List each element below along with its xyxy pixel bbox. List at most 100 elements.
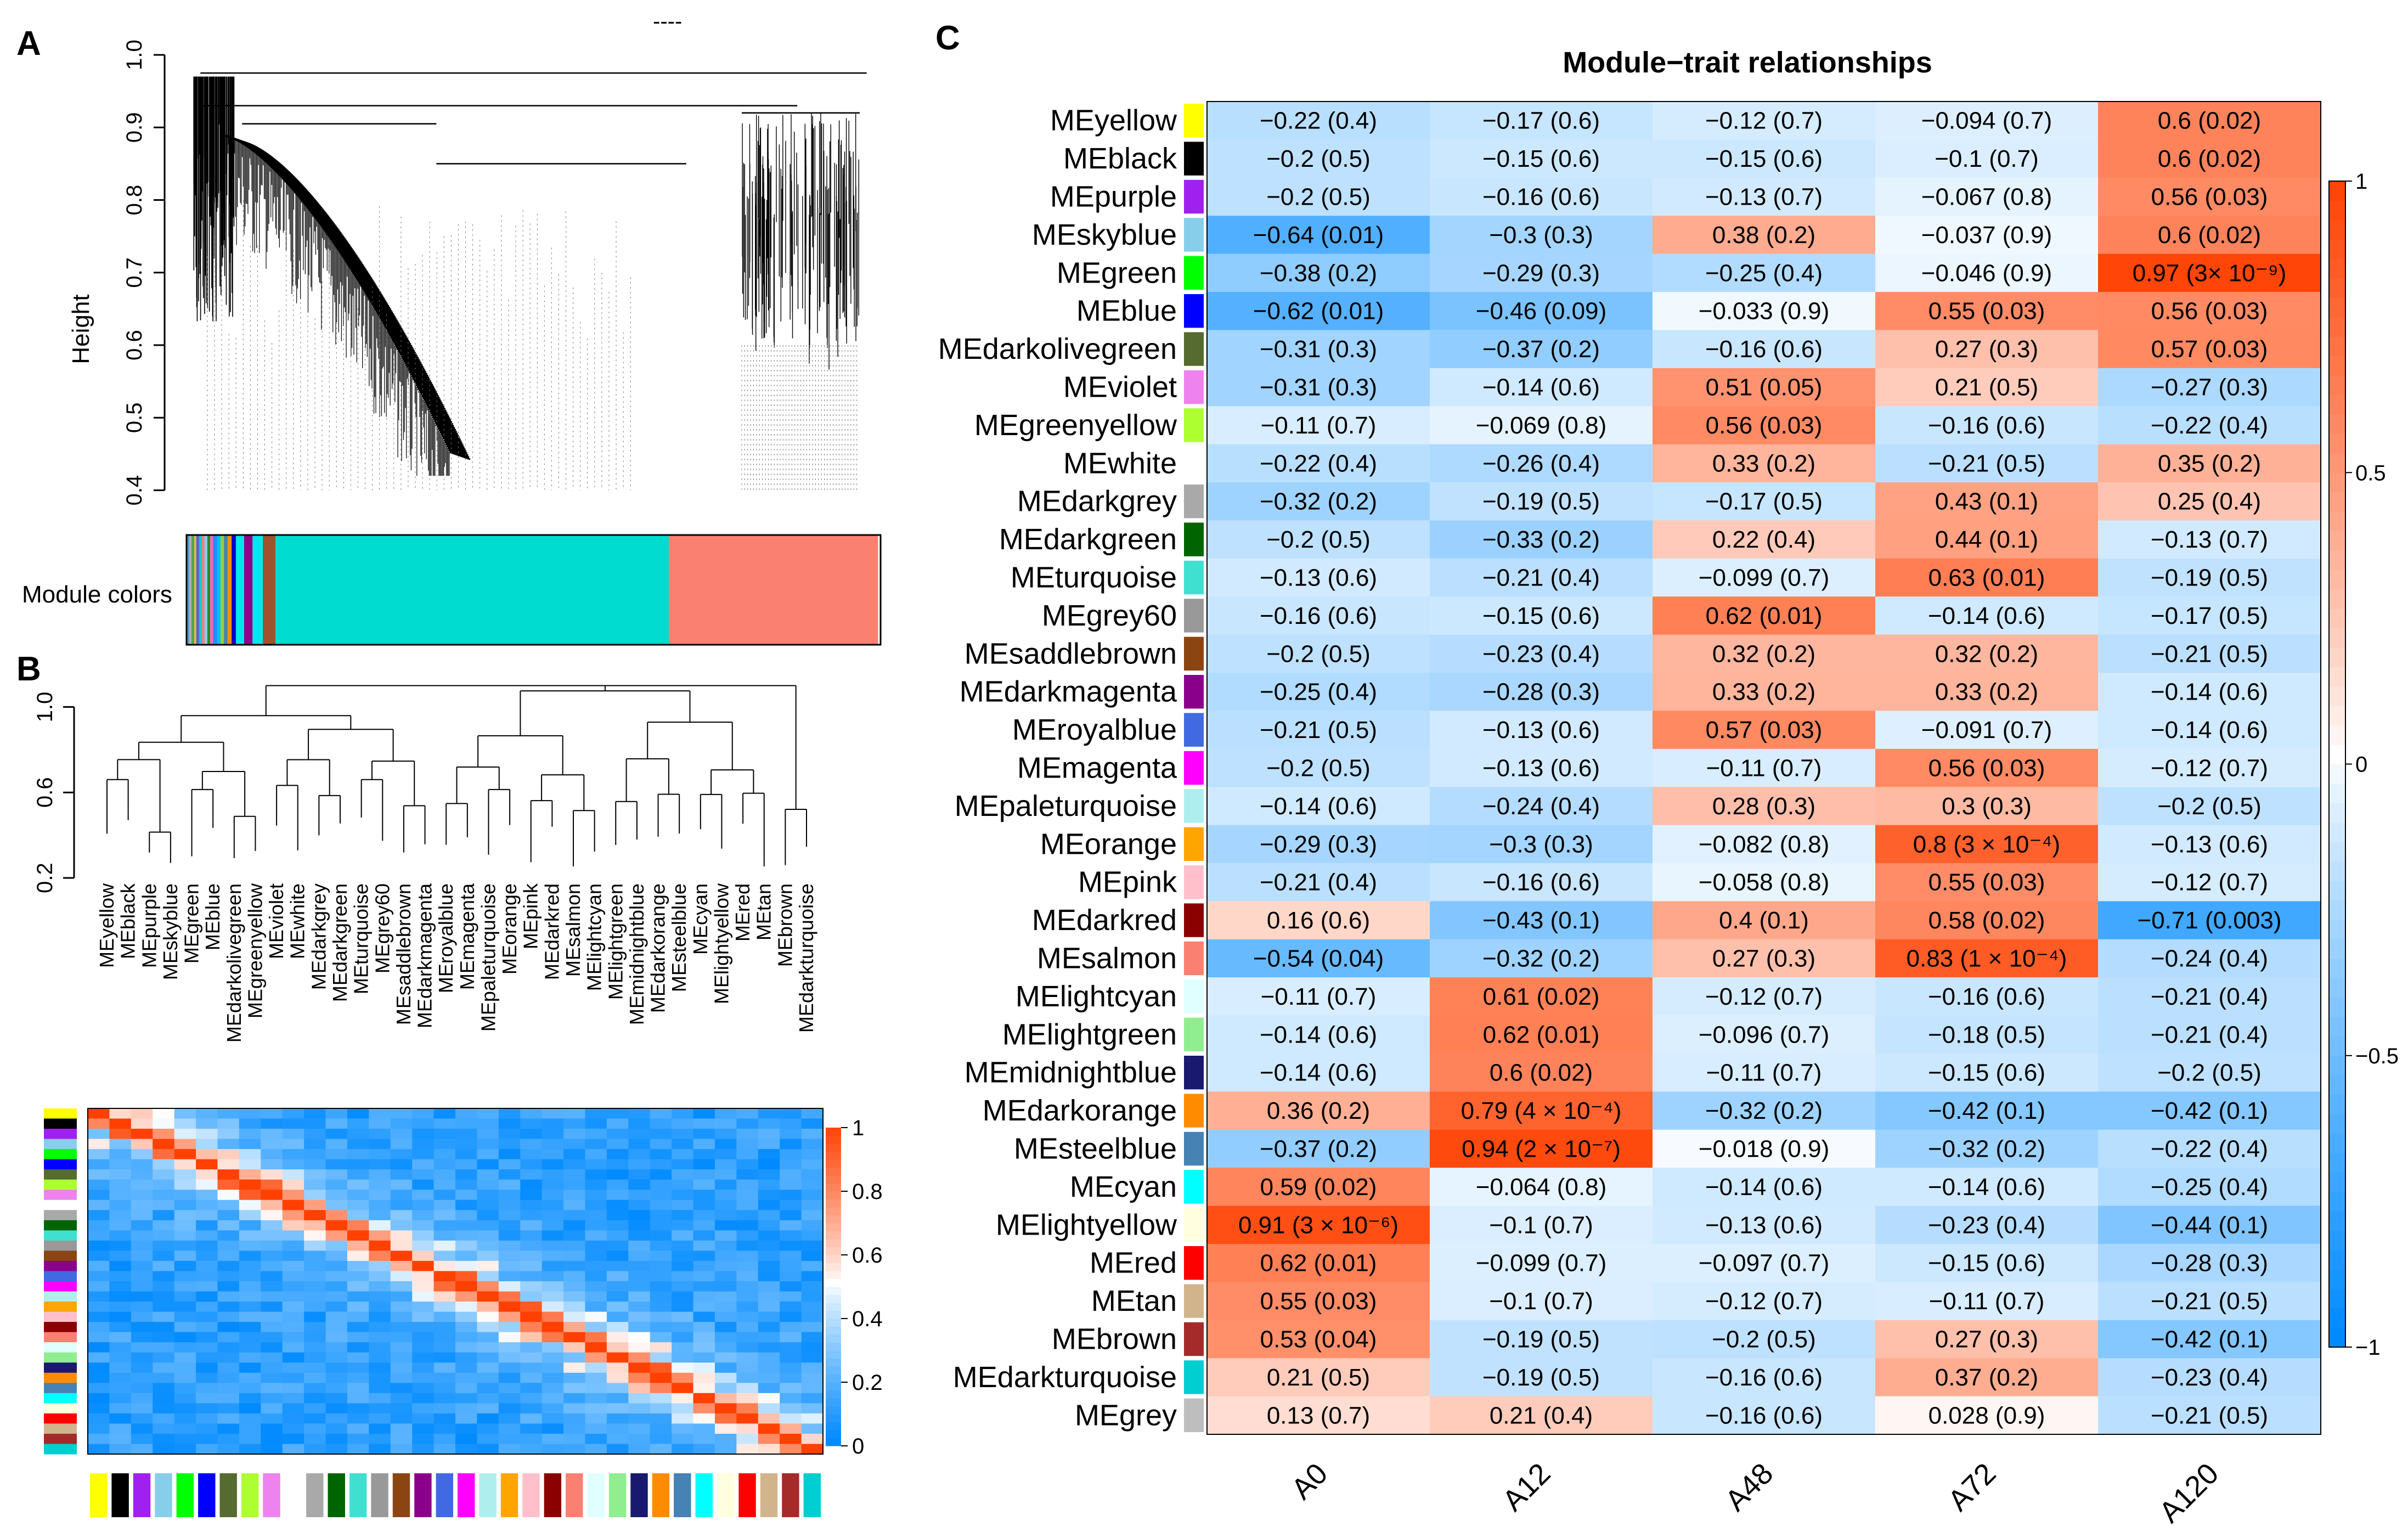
adjacency-cell [693, 1372, 715, 1383]
adjacency-cell [131, 1423, 153, 1434]
adjacency-cell [433, 1342, 456, 1353]
heatmap-cell-label: −0.37 (0.2) [1260, 1136, 1377, 1163]
adjacency-cell [520, 1159, 543, 1170]
adjacency-cell [780, 1413, 802, 1424]
adjacency-cell [88, 1159, 110, 1170]
heatmap-cell-label: −0.16 (0.6) [1705, 1402, 1823, 1429]
a-cascade [312, 215, 334, 224]
heatmap-cell [1430, 482, 1653, 521]
adjacency-cell [498, 1230, 521, 1241]
adjacency-cell [542, 1271, 564, 1282]
adjacency-cell [736, 1271, 759, 1282]
heatmap-cell-label: −0.1 (0.7) [1489, 1288, 1593, 1315]
adjacency-cell [433, 1169, 456, 1180]
adjacency-cell [563, 1129, 585, 1140]
heatmap-cell-label: −0.13 (0.6) [1482, 717, 1600, 744]
adjacency-cell [693, 1383, 715, 1394]
adjacency-cell [758, 1199, 780, 1210]
adjacency-cell [217, 1433, 240, 1444]
heatmap-cell [1875, 330, 2099, 369]
adjacency-cell [758, 1352, 780, 1363]
c-legend-swatch [2329, 297, 2345, 318]
module-row-label: MEgrey [1075, 1399, 1177, 1432]
adjacency-cell [563, 1302, 585, 1313]
heatmap-cell [1207, 1168, 1430, 1207]
adjacency-cell [131, 1372, 153, 1383]
heatmap-cell-label: −0.43 (0.1) [1482, 907, 1600, 934]
adjacency-cell [196, 1311, 218, 1322]
adjacency-cell [801, 1393, 824, 1404]
adjacency-cell [88, 1281, 110, 1292]
heatmap-cell-label: −0.099 (0.7) [1476, 1250, 1607, 1277]
heatmap-cell [1653, 1396, 1876, 1435]
heatmap-cell [2098, 977, 2321, 1016]
adjacency-cell [347, 1179, 369, 1190]
adjacency-cell [131, 1129, 153, 1140]
adjacency-cell [585, 1383, 607, 1394]
adjacency-cell [498, 1403, 521, 1414]
adjacency-cell [304, 1423, 326, 1434]
adjacency-cell [412, 1383, 435, 1394]
adjacency-cell [347, 1108, 369, 1119]
heatmap-cell-label: 0.28 (0.3) [1712, 793, 1815, 820]
adjacency-cell [174, 1342, 196, 1353]
heatmap-cell [2098, 292, 2321, 330]
adjacency-cell [693, 1413, 715, 1424]
heatmap-cell-label: −0.2 (0.5) [1266, 526, 1371, 553]
adjacency-cell [433, 1423, 456, 1434]
adjacency-cell [520, 1393, 543, 1404]
heatmap-cell-label: −0.2 (0.5) [1266, 184, 1371, 211]
b-leaf-label: MEbrown [774, 883, 796, 967]
heatmap-cell [1653, 292, 1876, 330]
adjacency-cell [174, 1118, 196, 1129]
adjacency-cell [153, 1129, 175, 1140]
heatmap-cell [1875, 825, 2099, 864]
adjacency-cell [801, 1271, 824, 1282]
adjacency-cell [131, 1383, 153, 1394]
heatmap-cell-label: −0.14 (0.6) [1928, 1174, 2045, 1201]
adjacency-cell [606, 1169, 629, 1180]
adjacency-cell [390, 1393, 413, 1404]
adjacency-cell [606, 1383, 629, 1394]
adjacency-cell [563, 1393, 585, 1404]
adjacency-cell [196, 1433, 218, 1444]
adjacency-cell [174, 1169, 196, 1180]
a-cascade [385, 328, 407, 337]
adjacency-cell [174, 1199, 196, 1210]
adjacency-cell [109, 1190, 132, 1201]
adjacency-cell [455, 1372, 477, 1383]
adjacency-cell [650, 1311, 672, 1322]
heatmap-cell [1875, 711, 2099, 750]
adjacency-cell [347, 1322, 369, 1333]
module-color-segment [275, 535, 669, 645]
module-color-segment [220, 535, 224, 645]
a-cascade [313, 216, 335, 225]
adjacency-cell [520, 1190, 543, 1201]
panel-b-eigengene: 0.20.61.0 MEyellowMEblackMEpurpleMEskybl… [33, 685, 883, 1517]
a-cascade [401, 357, 423, 366]
adjacency-cell [585, 1322, 607, 1333]
adjacency-cell [714, 1190, 737, 1201]
adjacency-cell [261, 1159, 283, 1170]
adjacency-cell [801, 1240, 824, 1251]
adjacency-cell [217, 1291, 240, 1302]
adjacency-cell [88, 1179, 110, 1190]
adjacency-cell [433, 1199, 456, 1210]
adjacency-cell [131, 1230, 153, 1241]
adjacency-cell [412, 1179, 435, 1190]
adjacency-cell [196, 1383, 218, 1394]
heatmap-cell [1653, 368, 1876, 407]
heatmap-cell-label: −0.13 (0.7) [1705, 184, 1823, 211]
a-cascade [443, 439, 465, 448]
adjacency-cell [88, 1271, 110, 1282]
adjacency-cell [369, 1240, 391, 1251]
b-legend-label: 0.8 [852, 1180, 883, 1204]
module-row-label: MEpurple [1050, 181, 1177, 213]
heatmap-cell-label: 0.56 (0.03) [1928, 755, 2045, 782]
heatmap-cell [1653, 444, 1876, 483]
adjacency-cell [498, 1199, 521, 1210]
b-leaf-label: MEcyan [689, 883, 712, 955]
heatmap-cell-label: 0.58 (0.02) [1928, 907, 2045, 934]
adjacency-row-color [44, 1433, 77, 1444]
adjacency-cell [433, 1210, 456, 1221]
